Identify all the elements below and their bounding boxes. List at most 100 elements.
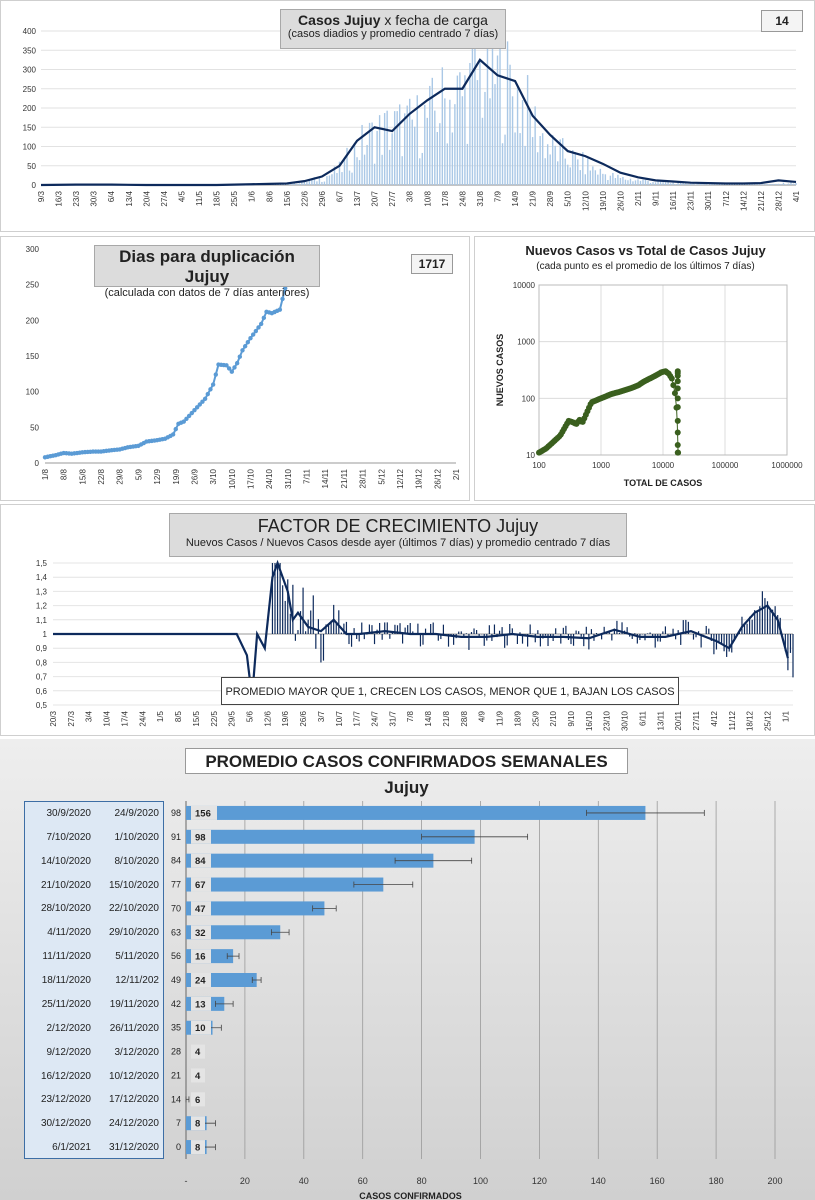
x-tick-label: 3/7 xyxy=(317,710,326,722)
factor-average-line xyxy=(53,559,789,699)
week-start-date: 24/9/2020 xyxy=(114,808,160,819)
x-tick-label: 11/9 xyxy=(496,710,505,726)
daily-cases-title-bold: Casos Jujuy xyxy=(298,12,381,28)
y-tick-label: 200 xyxy=(23,104,37,113)
week-start-date: 17/12/2020 xyxy=(108,1094,159,1106)
new-vs-total-chart: 100 1000 10000 100000 1000000 10000 1000 100 10 T… xyxy=(474,236,815,501)
x-tick-label: 20/11 xyxy=(674,710,683,730)
x-tick-label: 4/9 xyxy=(478,710,487,722)
growth-title-box: FACTOR DE CRECIMIENTO Jujuy Nuevos Casos… xyxy=(169,513,627,557)
x-tick-label: 11/5 xyxy=(195,190,204,206)
x-tick-label: 17/4 xyxy=(120,710,129,726)
week-end-date: 18/11/2020 xyxy=(41,975,91,987)
week-start-date: 10/12/2020 xyxy=(108,1070,159,1082)
x-tick-label: 14/12 xyxy=(739,190,748,211)
week-start-date: 5/11/2020 xyxy=(115,951,159,963)
x-tick-label: 14/11 xyxy=(321,468,330,488)
y-tick-label: 100 xyxy=(26,388,40,397)
x-tick-label: 21/12 xyxy=(757,190,766,211)
y-tick-label: 1 xyxy=(43,630,48,639)
x-tick-label: 4/12 xyxy=(710,710,719,726)
doubling-point xyxy=(205,391,210,397)
row-index-label: 0 xyxy=(176,1142,181,1152)
doubling-point xyxy=(256,325,261,330)
week-end-date: 21/10/2020 xyxy=(40,879,91,891)
bar-value-label: 32 xyxy=(195,928,206,939)
average-line xyxy=(40,58,797,187)
week-bar xyxy=(186,853,434,868)
x-tick-label: 120 xyxy=(532,1176,547,1186)
week-date-row: 25/11/2020 19/11/2020 xyxy=(25,993,163,1017)
x-tick-label: 15/6 xyxy=(283,190,292,206)
doubling-point xyxy=(213,372,219,377)
x-axis-title: TOTAL DE CASOS xyxy=(624,478,703,488)
row-index-label: 98 xyxy=(171,808,181,818)
x-tick-label: 19/9 xyxy=(172,468,181,484)
week-end-date: 11/11/2020 xyxy=(42,951,91,963)
x-tick-label: 29/8 xyxy=(116,468,125,484)
x-tick-label: 160 xyxy=(650,1176,665,1186)
x-tick-label: 9/11 xyxy=(652,190,661,206)
scatter-point xyxy=(671,390,678,397)
doubling-point xyxy=(261,315,267,321)
scatter-point xyxy=(674,404,681,411)
x-tick-label: 13/4 xyxy=(125,190,134,206)
x-tick-label: 7/9 xyxy=(494,190,503,202)
bar-value-label: 156 xyxy=(195,808,211,819)
x-tick-label: 16/3 xyxy=(55,190,64,206)
week-date-row: 28/10/2020 22/10/2020 xyxy=(25,897,163,921)
x-tick-label: 15/5 xyxy=(192,710,201,726)
x-tick-label: 22/6 xyxy=(300,190,309,206)
doubling-line xyxy=(44,287,287,459)
x-tick-label: 17/8 xyxy=(441,190,450,206)
y-tick-label: 400 xyxy=(23,27,37,36)
week-start-date: 15/10/2020 xyxy=(108,879,159,891)
y-tick-label: 0,8 xyxy=(36,658,48,667)
bar-value-label: 24 xyxy=(195,976,206,987)
doubling-subtitle: (calculada con datos de 7 días anteriore… xyxy=(104,287,310,299)
x-tick-label: 26/6 xyxy=(299,710,308,726)
x-tick-label: 3/4 xyxy=(85,710,94,722)
y-tick-label: 50 xyxy=(27,162,36,171)
x-tick-label: 14/9 xyxy=(511,190,520,206)
x-tick-label: 200 xyxy=(767,1176,782,1186)
doubling-point xyxy=(197,402,202,407)
x-tick-label: 21/9 xyxy=(529,190,538,206)
doubling-point xyxy=(242,344,248,349)
x-tick-label: 19/12 xyxy=(415,468,424,489)
scatter-point xyxy=(674,429,681,436)
daily-cases-chart: 400 350 300 250 200 150 100 50 0 9/3 16/3 23/3 30/3 6… xyxy=(0,0,815,232)
doubling-title-box: Dias para duplicación Jujuy (calculada c… xyxy=(94,245,320,299)
x-tick-label: 18/12 xyxy=(746,710,755,731)
doubling-point xyxy=(184,416,189,421)
y-tick-label: 1,2 xyxy=(36,602,48,611)
x-tick-label: 10/10 xyxy=(228,468,237,489)
doubling-point xyxy=(210,382,216,387)
daily-cases-title-box: Casos Jujuy x fecha de carga (casos diad… xyxy=(280,9,506,49)
x-tick-label: 27/11 xyxy=(692,710,701,730)
bar-value-label: 84 xyxy=(195,856,206,867)
y-tick-label: 300 xyxy=(26,245,40,254)
week-date-row: 23/12/2020 17/12/2020 xyxy=(25,1088,163,1112)
x-tick-label: 27/7 xyxy=(388,190,397,206)
week-start-date: 31/12/2020 xyxy=(108,1142,159,1154)
x-tick-label: 31/10 xyxy=(284,468,293,489)
x-tick-label: 1/1 xyxy=(781,710,790,722)
x-tick-label: 25/12 xyxy=(763,710,772,731)
x-tick-label: 9/10 xyxy=(567,710,576,726)
x-tick-label: 30/11 xyxy=(704,190,713,210)
x-tick-label: 26/9 xyxy=(190,468,199,484)
scatter-point xyxy=(674,378,681,385)
x-tick-label: 140 xyxy=(591,1176,606,1186)
scatter-point xyxy=(674,385,681,392)
bar-value-label: 10 xyxy=(195,1023,206,1034)
week-date-row: 11/11/2020 5/11/2020 xyxy=(25,945,163,969)
x-tick-label: 31/7 xyxy=(388,710,397,726)
week-start-date: 29/10/2020 xyxy=(108,927,159,939)
x-tick-label: 1/5 xyxy=(156,710,165,722)
y-tick-label: 0 xyxy=(32,181,37,190)
scatter-point xyxy=(674,372,681,379)
x-tick-label: 6/11 xyxy=(638,710,647,726)
doubling-point xyxy=(280,296,285,302)
